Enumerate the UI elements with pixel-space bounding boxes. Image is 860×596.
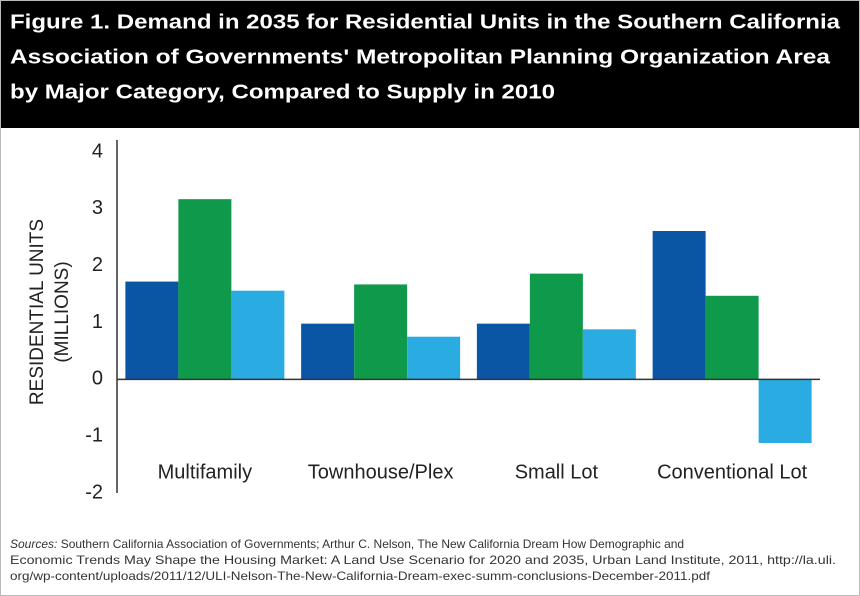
sources: Sources: Southern California Association… — [10, 537, 684, 551]
bar — [125, 281, 179, 380]
y-axis-label: (MILLIONS) — [52, 261, 73, 362]
y-tick-label: 1 — [92, 311, 103, 333]
x-tick-label: Multifamily — [158, 461, 252, 483]
chart-title: by Major Category, Compared to Supply in… — [10, 81, 555, 103]
chart-title: Association of Governments' Metropolitan… — [10, 46, 831, 68]
bar — [231, 290, 285, 380]
x-tick-label: Townhouse/Plex — [308, 461, 454, 483]
x-tick-label: Small Lot — [515, 461, 599, 483]
y-tick-label: 2 — [92, 254, 103, 276]
bar — [758, 379, 812, 443]
x-tick-label: Conventional Lot — [657, 461, 808, 483]
sources-text: org/wp-content/uploads/2011/12/ULI-Nelso… — [10, 569, 711, 583]
y-tick-label: -2 — [85, 481, 103, 503]
bar — [178, 199, 232, 380]
y-tick-label: 4 — [92, 140, 103, 162]
bar — [354, 284, 408, 380]
y-tick-label: 0 — [92, 368, 103, 390]
sources-text: Southern California Association of Gover… — [61, 537, 684, 551]
y-tick-label: -1 — [85, 424, 103, 446]
bar — [529, 273, 583, 380]
bar — [407, 336, 461, 380]
bar — [705, 295, 759, 380]
bar — [582, 329, 636, 380]
header-band — [0, 0, 860, 128]
y-tick-label: 3 — [92, 197, 103, 219]
chart-title: Figure 1. Demand in 2035 for Residential… — [10, 11, 841, 33]
sources-label: Sources: — [10, 537, 57, 551]
sources-text: Economic Trends May Shape the Housing Ma… — [10, 553, 836, 567]
y-axis-label: RESIDENTIAL UNITS — [27, 219, 48, 405]
bar — [476, 323, 530, 380]
bar — [301, 323, 355, 380]
bar — [652, 230, 706, 380]
